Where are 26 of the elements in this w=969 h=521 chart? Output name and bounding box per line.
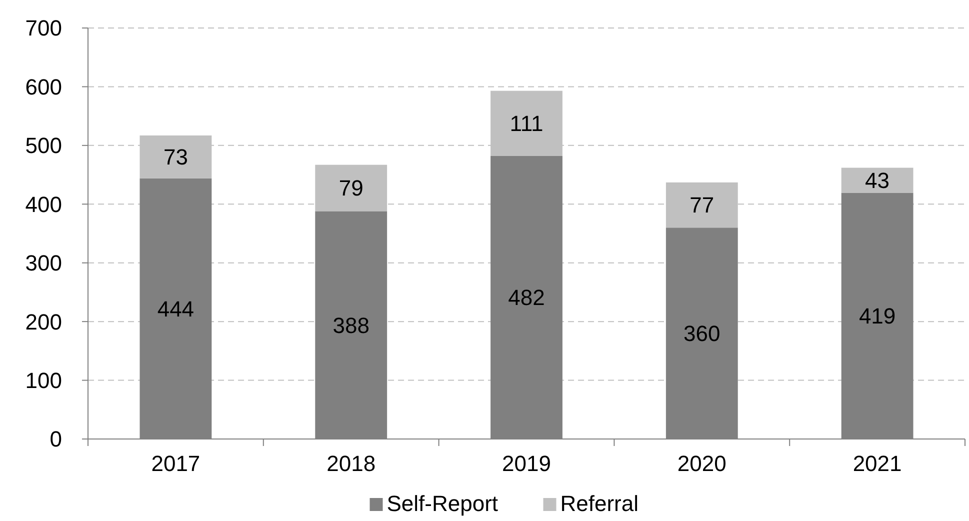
y-tick-label: 400 (25, 192, 62, 217)
data-label: 43 (865, 168, 890, 194)
data-label: 444 (157, 296, 194, 322)
x-tick-label: 2017 (151, 451, 200, 476)
x-tick-label: 2020 (677, 451, 726, 476)
x-tick-label: 2019 (502, 451, 551, 476)
x-tick-label: 2018 (326, 451, 376, 476)
data-label: 482 (508, 285, 545, 310)
data-label: 79 (338, 176, 364, 201)
data-label: 111 (510, 111, 544, 136)
y-tick-label: 100 (25, 368, 62, 393)
data-label: 419 (858, 304, 896, 329)
legend-label: Referral (560, 491, 638, 516)
y-tick-label: 0 (50, 426, 62, 452)
y-tick-label: 700 (25, 16, 62, 41)
y-tick-label: 200 (25, 309, 62, 334)
y-tick-label: 300 (25, 250, 62, 276)
x-tick-label: 2021 (852, 451, 902, 476)
data-label: 73 (163, 144, 188, 170)
data-label: 388 (332, 312, 370, 338)
legend-label: Self-Report (386, 491, 498, 516)
bar (841, 168, 914, 193)
y-tick-label: 600 (25, 74, 62, 100)
data-label: 77 (690, 192, 714, 218)
y-tick-label: 500 (25, 133, 62, 158)
data-label: 360 (684, 321, 720, 346)
